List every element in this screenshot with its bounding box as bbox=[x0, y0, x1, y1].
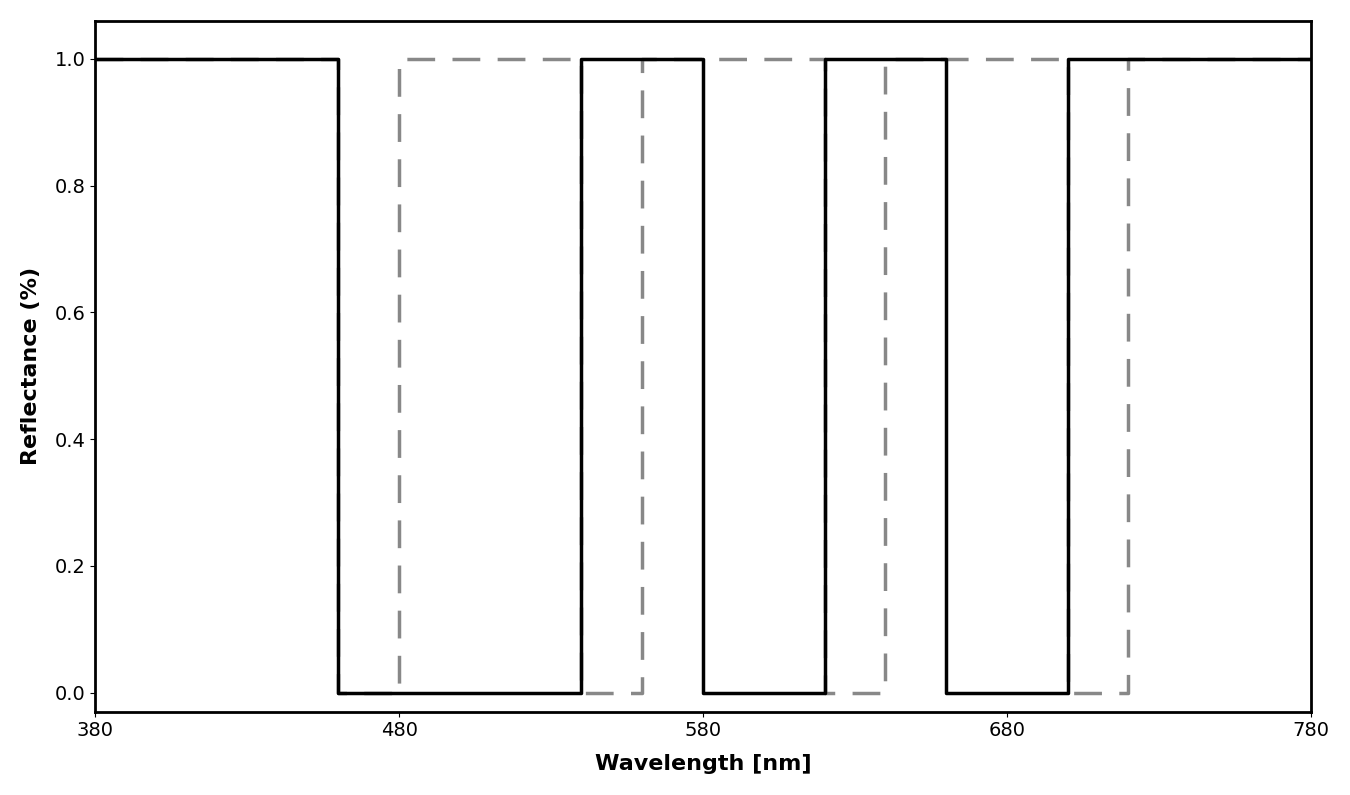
Y-axis label: Reflectance (%): Reflectance (%) bbox=[20, 267, 40, 465]
X-axis label: Wavelength [nm]: Wavelength [nm] bbox=[595, 754, 811, 774]
